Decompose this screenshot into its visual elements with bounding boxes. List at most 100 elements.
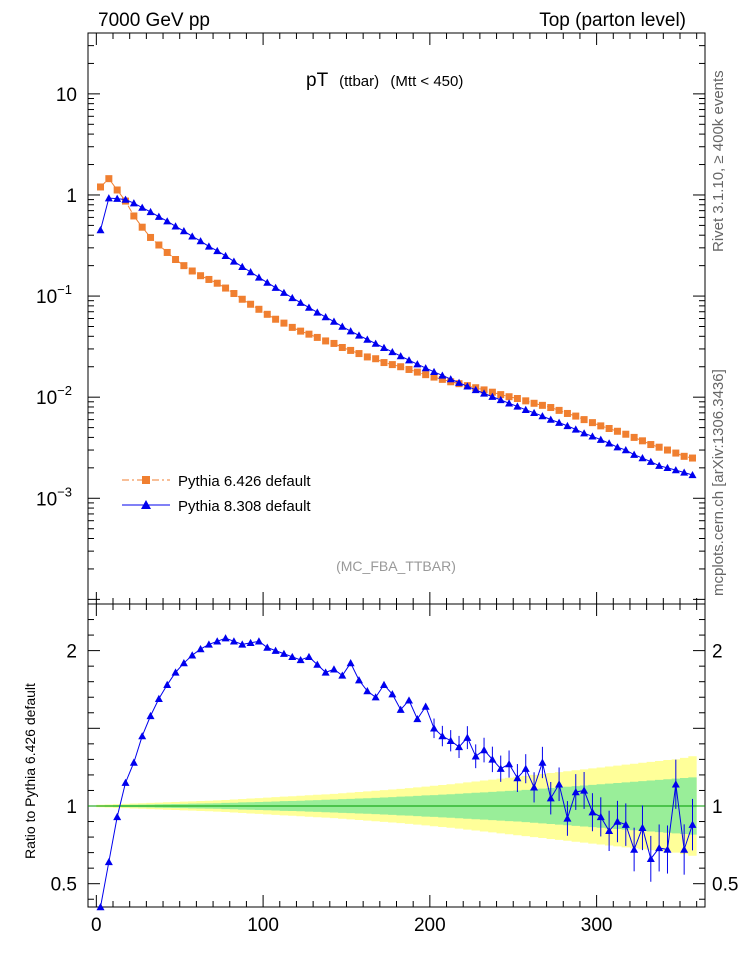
series-pythia8-point xyxy=(238,262,247,270)
ratio-series-point xyxy=(521,764,530,772)
ratio-series-point xyxy=(146,711,155,720)
ratio-series-point xyxy=(505,760,514,768)
series-pythia6-point xyxy=(588,419,596,427)
series-pythia6-point xyxy=(647,441,655,449)
ratio-series-point xyxy=(630,845,639,853)
series-pythia6-point xyxy=(655,443,663,451)
ratio-series-point xyxy=(263,643,272,651)
main-y-tick-label: 10−3 xyxy=(36,484,72,510)
ratio-series-point xyxy=(329,665,338,673)
ratio-y-tick-label-left: 0.5 xyxy=(51,875,77,896)
ratio-series-point xyxy=(646,854,655,863)
main-y-tick-label: 10−2 xyxy=(36,383,72,409)
ratio-series-point xyxy=(196,645,205,653)
series-pythia8-point xyxy=(196,237,205,245)
series-pythia6-point xyxy=(372,355,380,363)
series-pythia6-point xyxy=(163,248,171,256)
series-pythia8-point xyxy=(321,313,330,321)
series-pythia8-point xyxy=(521,405,530,414)
series-pythia8-point xyxy=(263,278,272,286)
series-pythia6-point xyxy=(297,327,305,335)
series-pythia8-point xyxy=(296,298,305,306)
series-pythia8-point xyxy=(171,222,180,230)
series-pythia8-point xyxy=(413,360,422,368)
series-pythia6-point xyxy=(280,319,288,327)
ratio-series-point xyxy=(546,794,555,802)
series-pythia6-point xyxy=(422,371,430,379)
ratio-y-tick-label-right: 2 xyxy=(712,642,723,663)
series-pythia6-point xyxy=(338,343,346,351)
ratio-y-axis-label: Ratio to Pythia 6.426 default xyxy=(22,683,38,859)
ratio-series-point xyxy=(563,814,572,822)
series-pythia6-point xyxy=(205,275,213,283)
ratio-series-point xyxy=(363,687,372,695)
series-pythia8-point xyxy=(313,308,322,316)
legend-p6-label: Pythia 6.426 default xyxy=(178,473,311,490)
series-pythia8-point xyxy=(279,288,288,296)
ratio-series-point xyxy=(179,659,188,667)
series-pythia8-point xyxy=(638,454,647,462)
series-pythia6-point xyxy=(105,175,113,183)
ratio-series-point xyxy=(254,637,263,645)
series-pythia6-point xyxy=(622,430,630,438)
ratio-series-point xyxy=(421,702,430,710)
ratio-series-point xyxy=(496,764,505,772)
ratio-series-point xyxy=(96,903,105,911)
series-pythia6-point xyxy=(488,388,496,396)
ratio-series-point xyxy=(663,845,672,853)
chart-title: pT (ttbar) (Mtt < 450) xyxy=(306,70,463,91)
series-pythia8-point xyxy=(446,375,455,383)
series-pythia8-point xyxy=(405,356,414,364)
ratio-series-point xyxy=(463,733,472,741)
x-tick-label: 0 xyxy=(91,915,102,936)
series-pythia6-point xyxy=(580,416,588,424)
series-pythia6-point xyxy=(497,391,505,399)
series-pythia6-point xyxy=(547,404,555,412)
main-y-tick-label-exp: −2 xyxy=(57,383,72,398)
series-pythia6-point xyxy=(288,323,296,331)
series-pythia6-point xyxy=(347,346,355,354)
ratio-series-point xyxy=(538,758,547,766)
chart-title-sub: (ttbar) xyxy=(339,73,379,90)
ratio-series-point xyxy=(455,742,464,751)
ratio-series-point xyxy=(438,732,447,740)
series-pythia6-point xyxy=(197,272,205,280)
series-pythia6-point xyxy=(238,295,246,303)
series-pythia8-point xyxy=(630,450,639,458)
series-pythia8-point xyxy=(680,468,689,476)
x-tick-label: 100 xyxy=(247,915,279,936)
ratio-series-point xyxy=(488,755,497,763)
series-pythia8-point xyxy=(688,470,697,479)
ratio-series-point xyxy=(555,780,564,788)
series-pythia8-point xyxy=(179,227,188,235)
chart-title-main: pT xyxy=(306,70,329,91)
ratio-series-point xyxy=(446,736,455,744)
ratio-series-pythia8 xyxy=(96,634,697,911)
series-pythia6-point xyxy=(255,305,263,313)
series-pythia8-point xyxy=(621,446,630,454)
series-pythia6-point xyxy=(538,401,546,409)
series-pythia8-point xyxy=(538,412,547,420)
series-pythia6-point xyxy=(663,446,671,454)
series-pythia8-point xyxy=(588,432,597,440)
ratio-series-point xyxy=(688,820,697,828)
ratio-series-point xyxy=(471,752,480,760)
series-pythia6-point xyxy=(388,361,396,369)
series-pythia6-point xyxy=(638,437,646,445)
main-y-tick-label-base: 10 xyxy=(36,388,57,409)
series-pythia6-point xyxy=(180,262,188,270)
ratio-series-point xyxy=(313,660,322,668)
ratio-series-point xyxy=(396,705,405,713)
series-pythia6-point xyxy=(405,365,413,373)
series-pythia8-point xyxy=(304,303,313,311)
series-pythia8-point xyxy=(213,246,222,255)
ratio-series-point xyxy=(321,668,330,676)
series-pythia8-point xyxy=(204,242,213,250)
series-pythia8-point xyxy=(438,371,447,379)
ratio-series-point xyxy=(371,693,380,701)
series-pythia8-point xyxy=(221,251,230,260)
series-pythia8-point xyxy=(613,443,622,451)
ratio-series-point xyxy=(588,808,597,816)
ratio-y-tick-label-left: 2 xyxy=(66,642,77,663)
series-pythia6-point xyxy=(572,412,580,420)
